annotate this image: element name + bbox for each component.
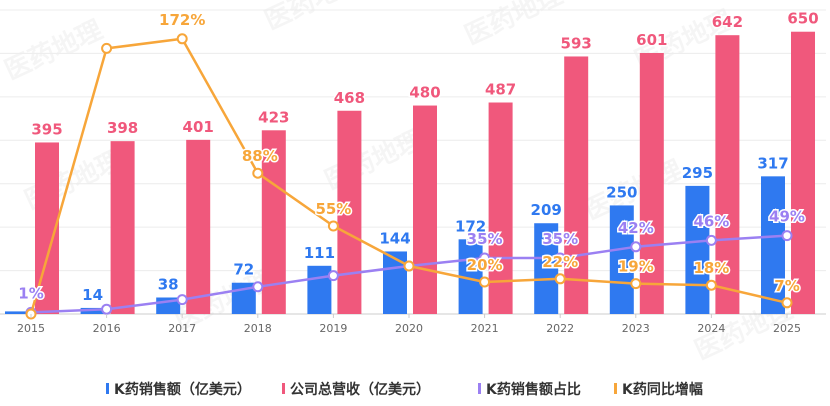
data-label-layer: 395 14 398 38 401 72 423 111 468 144 480 172 487 209 5… — [17, 8, 820, 305]
legend-label: K药销售额占比 — [486, 381, 581, 398]
data-label-revenue: 487 — [485, 81, 516, 99]
share-point — [781, 230, 793, 242]
x-tick-label: 2017 — [168, 322, 196, 335]
data-label-growth: 18% — [693, 259, 729, 277]
data-label-revenue: 468 — [334, 89, 365, 107]
data-label-k-sales: 72 — [233, 261, 254, 279]
legend-label: K药销售额（亿美元） — [114, 381, 251, 398]
data-label-k-sales: 111 — [304, 244, 335, 262]
line-layer — [25, 33, 793, 320]
data-label-revenue: 398 — [107, 119, 138, 137]
bar-k-sales — [685, 185, 710, 314]
data-label-revenue: 395 — [31, 120, 62, 138]
data-label-k-sales: 209 — [531, 201, 562, 219]
data-label-share: 42% — [618, 219, 654, 237]
bar-k-sales — [534, 223, 559, 314]
watermark-text: 医药地理 — [260, 0, 367, 36]
data-label-revenue: 601 — [636, 31, 667, 49]
data-label-k-sales: 14 — [82, 286, 103, 304]
growth-point — [327, 220, 339, 232]
x-tick-label: 2022 — [546, 322, 574, 335]
growth-point — [554, 273, 566, 285]
share-point — [327, 270, 339, 282]
data-label-revenue: 650 — [787, 10, 818, 28]
x-tick-label: 2020 — [395, 322, 423, 335]
legend: K药销售额（亿美元） 公司总营收（亿美元） K药销售额占比 K药同比增幅 — [106, 381, 703, 398]
bar-revenue — [186, 139, 211, 314]
data-label-revenue: 423 — [258, 108, 289, 126]
data-label-growth: 172% — [159, 11, 205, 29]
bar-revenue — [488, 102, 513, 314]
data-label-k-sales: 38 — [158, 275, 179, 293]
data-label-revenue: 480 — [409, 84, 440, 102]
data-label-k-sales: 295 — [682, 164, 713, 182]
legend-swatch — [478, 383, 481, 394]
bar-revenue — [639, 52, 664, 314]
bar-k-sales — [761, 176, 785, 314]
growth-point — [705, 279, 717, 291]
x-axis: 2015 2016 2017 2018 2019 2020 2021 2022 2023 2024… — [17, 314, 801, 335]
share-point — [176, 294, 188, 306]
growth-point — [781, 297, 793, 309]
data-label-k-sales: 144 — [379, 229, 410, 247]
x-tick-label: 2025 — [773, 322, 801, 335]
legend-swatch — [614, 383, 617, 394]
legend-label: 公司总营收（亿美元） — [290, 381, 430, 398]
data-label-share: 46% — [693, 212, 729, 230]
growth-point — [176, 33, 188, 45]
data-label-revenue: 593 — [561, 34, 592, 52]
data-label-growth: 55% — [315, 200, 351, 218]
share-point — [630, 241, 642, 253]
data-label-revenue: 401 — [183, 118, 214, 136]
data-label-share: 35% — [542, 230, 578, 248]
legend-swatch — [282, 383, 285, 394]
bar-k-sales — [307, 265, 332, 314]
growth-point — [252, 167, 264, 179]
share-point — [252, 281, 264, 293]
bar-revenue — [413, 105, 437, 315]
data-label-share: 1% — [18, 284, 43, 302]
watermark-text: 医药地理 — [460, 0, 567, 51]
data-label-growth: 7% — [774, 277, 799, 295]
data-label-growth: 88% — [242, 147, 278, 165]
x-tick-label: 2015 — [17, 322, 45, 335]
legend-swatch — [106, 383, 109, 394]
x-tick-label: 2023 — [622, 322, 650, 335]
watermark-text: 医药地理 — [0, 15, 107, 86]
bar-revenue — [715, 35, 740, 315]
data-label-k-sales: 172 — [455, 217, 486, 235]
share-point — [479, 252, 491, 264]
x-tick-label: 2024 — [697, 322, 725, 335]
bar-revenue — [791, 31, 815, 314]
share-point — [705, 234, 717, 246]
bar-k-sales — [383, 251, 407, 314]
data-label-k-sales: 250 — [606, 183, 637, 201]
x-tick-label: 2019 — [319, 322, 347, 335]
bar-revenue — [337, 110, 362, 314]
watermark-text: 医药地理 — [320, 125, 427, 196]
data-label-growth: 19% — [618, 258, 654, 276]
growth-point — [479, 276, 491, 288]
x-tick-label: 2016 — [93, 322, 121, 335]
share-point — [101, 303, 113, 315]
growth-point — [403, 260, 415, 272]
data-label-growth: 22% — [542, 253, 578, 271]
data-label-revenue: 642 — [712, 13, 743, 31]
data-label-share: 49% — [769, 208, 805, 226]
x-tick-label: 2021 — [471, 322, 499, 335]
growth-point — [101, 42, 113, 54]
data-label-share: 35% — [467, 230, 503, 248]
bar-k-sales — [5, 311, 29, 314]
x-tick-label: 2018 — [244, 322, 272, 335]
bar-k-sales — [609, 205, 634, 314]
bar-revenue — [564, 56, 589, 315]
growth-point — [630, 278, 642, 290]
bar-revenue — [110, 141, 135, 314]
data-label-growth: 20% — [467, 256, 503, 274]
legend-label: K药同比增幅 — [622, 381, 703, 398]
data-label-k-sales: 317 — [757, 154, 788, 172]
share-point — [554, 252, 566, 264]
